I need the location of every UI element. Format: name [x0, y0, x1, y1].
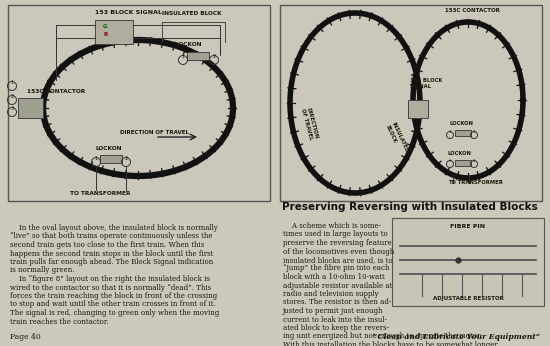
Bar: [8, 5, 270, 201]
Text: TO TRANSFORMER: TO TRANSFORMER: [70, 191, 130, 196]
Text: In “figure 8” layout on the right the insulated block is: In “figure 8” layout on the right the in…: [10, 275, 210, 283]
Text: 2: 2: [472, 130, 475, 134]
Text: The signal is red, changing to green only when the moving: The signal is red, changing to green onl…: [10, 309, 219, 317]
Text: adjustable resistor available at: adjustable resistor available at: [283, 282, 392, 290]
Bar: [95, 20, 133, 44]
Text: “jump” the fibre pin into each: “jump” the fibre pin into each: [283, 264, 389, 273]
Text: happens the second train stops in the block until the first: happens the second train stops in the bl…: [10, 249, 213, 257]
Text: INSULATED
BLOCK: INSULATED BLOCK: [385, 121, 409, 156]
Text: preserve the reversing feature: preserve the reversing feature: [283, 239, 392, 247]
Bar: [408, 100, 428, 118]
Bar: [392, 218, 544, 306]
Text: 1: 1: [448, 159, 451, 163]
Text: LOCKON: LOCKON: [450, 121, 474, 126]
Bar: [280, 5, 542, 201]
Bar: [187, 52, 209, 60]
Text: LOCKON: LOCKON: [175, 42, 201, 47]
Text: 3: 3: [10, 106, 14, 111]
Text: G: G: [103, 24, 107, 29]
Text: second train gets too close to the first train. When this: second train gets too close to the first…: [10, 241, 204, 249]
Text: of the locomotives even though: of the locomotives even though: [283, 247, 394, 255]
Text: DIRECTION OF TRAVEL: DIRECTION OF TRAVEL: [120, 130, 189, 135]
Text: train pulls far enough ahead. The Block Signal indication: train pulls far enough ahead. The Block …: [10, 258, 213, 266]
Text: “live” so that both trains operate continuously unless the: “live” so that both trains operate conti…: [10, 233, 212, 240]
Text: DIRECTION
OF TRAVEL: DIRECTION OF TRAVEL: [300, 107, 319, 141]
Bar: [455, 160, 471, 166]
Text: 153C CONTACTOR: 153C CONTACTOR: [27, 89, 85, 94]
Text: In the oval layout above, the insulated block is normally: In the oval layout above, the insulated …: [10, 224, 218, 232]
Text: insulated blocks are used, is to: insulated blocks are used, is to: [283, 256, 393, 264]
Bar: [455, 130, 471, 136]
Text: TO TRANSFORMER: TO TRANSFORMER: [448, 180, 503, 185]
Text: 153 BLOCK SIGNAL: 153 BLOCK SIGNAL: [95, 10, 162, 15]
Text: 1: 1: [95, 155, 98, 161]
Text: 1: 1: [10, 80, 14, 85]
Text: forces the train reaching the block in front of the crossing: forces the train reaching the block in f…: [10, 292, 217, 300]
Text: 1: 1: [448, 130, 451, 134]
Bar: [18, 98, 43, 118]
Text: wired to the contactor so that it is normally “dead”. This: wired to the contactor so that it is nor…: [10, 283, 211, 291]
Text: times used in large layouts to: times used in large layouts to: [283, 230, 388, 238]
Text: INSULATED BLOCK: INSULATED BLOCK: [162, 11, 222, 16]
Text: R: R: [103, 32, 107, 37]
Text: LOCKON: LOCKON: [448, 151, 472, 156]
Text: 1: 1: [182, 54, 185, 58]
Text: ated block to keep the revers-: ated block to keep the revers-: [283, 324, 389, 332]
Text: Preserving Reversing with Insulated Blocks: Preserving Reversing with Insulated Bloc…: [282, 202, 538, 212]
Text: ing unit energized but not enough to operate the motor.: ing unit energized but not enough to ope…: [283, 333, 482, 340]
Text: 153 BLOCK
SIGNAL: 153 BLOCK SIGNAL: [410, 78, 442, 89]
Text: to stop and wait until the other train crosses in front of it.: to stop and wait until the other train c…: [10, 300, 216, 309]
Text: Page 40: Page 40: [10, 333, 41, 341]
Text: current to leak into the insul-: current to leak into the insul-: [283, 316, 387, 324]
Text: With this installation the blocks have to be somewhat longer.: With this installation the blocks have t…: [283, 341, 499, 346]
Text: 2: 2: [124, 155, 128, 161]
Bar: [100, 155, 122, 163]
Text: LOCKON: LOCKON: [95, 146, 122, 151]
Text: radio and television supply: radio and television supply: [283, 290, 378, 298]
Text: is normally green.: is normally green.: [10, 266, 74, 274]
Text: ADJUSTABLE RESISTOR: ADJUSTABLE RESISTOR: [432, 296, 503, 301]
Text: stores. The resistor is then ad-: stores. The resistor is then ad-: [283, 299, 391, 307]
Text: justed to permit just enough: justed to permit just enough: [283, 307, 383, 315]
Text: FIBRE PIN: FIBRE PIN: [450, 224, 486, 229]
Text: 2: 2: [10, 94, 14, 99]
Text: 153C CONTACTOR: 153C CONTACTOR: [445, 8, 500, 13]
Text: “Clean and Lubricate Your Equipment”: “Clean and Lubricate Your Equipment”: [373, 333, 540, 341]
Text: 2: 2: [472, 159, 475, 163]
Text: A scheme which is some-: A scheme which is some-: [283, 222, 381, 230]
Text: train reaches the contactor.: train reaches the contactor.: [10, 318, 109, 326]
Text: 2: 2: [212, 54, 216, 58]
Text: block with a 10-ohm 10-watt: block with a 10-ohm 10-watt: [283, 273, 385, 281]
